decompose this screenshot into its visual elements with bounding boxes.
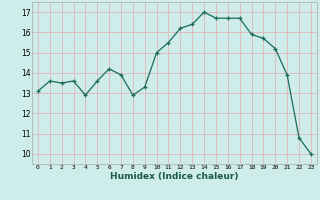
X-axis label: Humidex (Indice chaleur): Humidex (Indice chaleur) [110,172,239,181]
